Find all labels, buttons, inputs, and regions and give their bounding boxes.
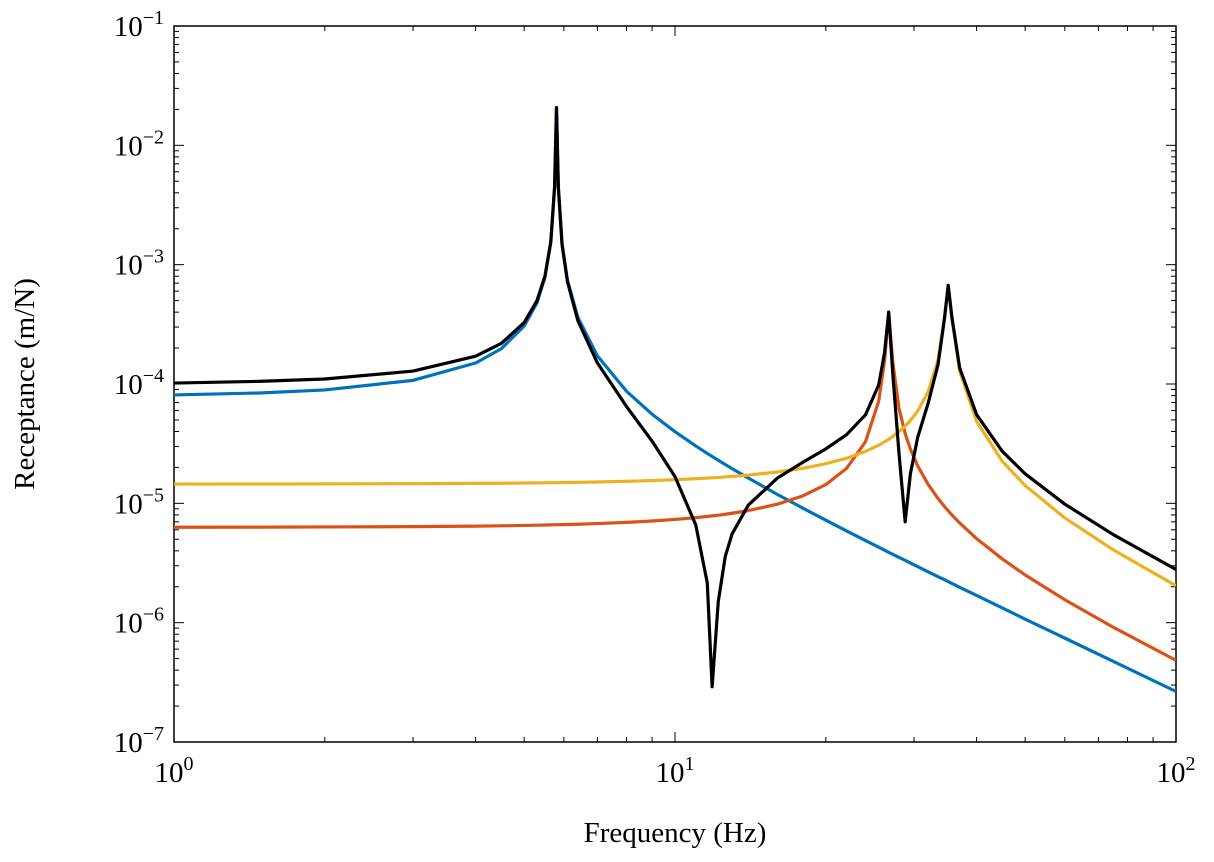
plot-frame (173, 25, 1177, 743)
tick-exponent: −3 (143, 246, 164, 268)
tick-exponent: −4 (143, 365, 164, 387)
tick-exponent: 1 (685, 753, 695, 775)
y-tick-label: 10−5 (114, 484, 164, 520)
y-axis-label: Receptance (m/N) (9, 278, 41, 490)
tick-exponent: −5 (143, 484, 164, 506)
tick-exponent: −7 (143, 723, 164, 745)
tick-base: 10 (114, 250, 143, 282)
y-tick-label: 10−2 (114, 126, 164, 162)
x-axis-label: Frequency (Hz) (584, 817, 767, 849)
tick-exponent: −1 (143, 7, 164, 29)
y-tick-label: 10−3 (114, 246, 164, 282)
y-tick-label: 10−1 (114, 7, 164, 43)
x-tick-label: 100 (155, 753, 194, 789)
tick-base: 10 (114, 488, 143, 520)
y-tick-label: 10−7 (114, 723, 164, 759)
series-line (174, 310, 1176, 662)
series-line (174, 283, 1176, 588)
y-tick-label: 10−4 (114, 365, 164, 401)
series-line (174, 106, 1176, 693)
tick-base: 10 (114, 369, 143, 401)
tick-exponent: −6 (143, 604, 164, 626)
y-tick-label: 10−6 (114, 604, 164, 640)
x-tick-label: 101 (656, 753, 695, 789)
tick-base: 10 (1157, 757, 1186, 789)
tick-exponent: 0 (184, 753, 194, 775)
tick-base: 10 (114, 727, 143, 759)
tick-base: 10 (114, 11, 143, 43)
tick-base: 10 (114, 130, 143, 162)
tick-base: 10 (114, 608, 143, 640)
x-tick-label: 102 (1157, 753, 1196, 789)
tick-exponent: 2 (1186, 753, 1196, 775)
tick-exponent: −2 (143, 126, 164, 148)
series-line (174, 106, 1176, 689)
tick-base: 10 (155, 757, 184, 789)
tick-base: 10 (656, 757, 685, 789)
